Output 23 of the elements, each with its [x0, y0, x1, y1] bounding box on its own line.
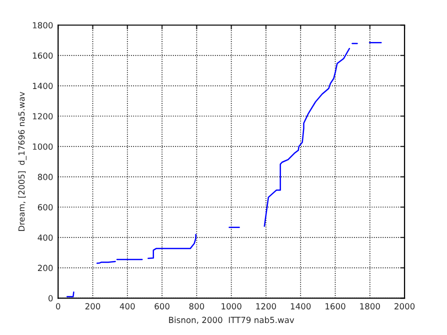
y-tick-label: 1200: [32, 113, 53, 120]
x-tick-label: 1200: [256, 303, 276, 310]
y-tick-label: 1800: [32, 22, 53, 28]
y-tick-label: 1600: [32, 52, 53, 59]
y-tick-label: 400: [38, 234, 53, 241]
y-tick-label: 800: [38, 174, 53, 180]
y-tick-label: 0: [48, 295, 53, 302]
x-tick-label: 400: [120, 303, 135, 310]
y-tick-label: 1400: [32, 82, 53, 90]
x-tick-label: 1800: [360, 303, 380, 310]
x-tick-label: 200: [85, 303, 100, 310]
y-tick-label: 200: [38, 264, 53, 272]
x-tick-label: 1400: [290, 303, 311, 310]
x-tick-label: 800: [189, 303, 204, 310]
x-tick-label: 2000: [394, 303, 415, 310]
y-tick-label: 600: [38, 204, 53, 210]
x-tick-label: 600: [154, 303, 170, 310]
y-tick-label: 1000: [32, 143, 53, 150]
x-tick-label: 1000: [222, 303, 242, 310]
x-tick-label: 1600: [326, 303, 346, 310]
x-tick-label: 0: [56, 303, 60, 310]
x-axis-title: Bisnon, 2000 ITT79 nab5.wav: [169, 316, 294, 324]
y-axis-title: Dream, [2005] d_17696 na5.wav: [18, 92, 26, 231]
